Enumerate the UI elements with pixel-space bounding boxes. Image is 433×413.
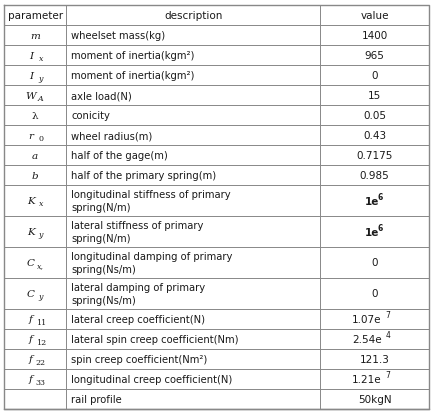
Text: 50kgN: 50kgN (358, 394, 391, 404)
Text: 7: 7 (386, 370, 391, 379)
Text: K: K (27, 228, 35, 236)
Text: longitudinal stiffness of primary
spring(N/m): longitudinal stiffness of primary spring… (71, 190, 231, 212)
Text: 33: 33 (36, 378, 46, 386)
Text: 1400: 1400 (362, 31, 388, 41)
Text: axle load(N): axle load(N) (71, 91, 132, 101)
Text: lateral spin creep coefficient(Nm): lateral spin creep coefficient(Nm) (71, 334, 239, 344)
Text: moment of inertia(kgm²): moment of inertia(kgm²) (71, 71, 194, 81)
Text: lateral damping of primary
spring(Ns/m): lateral damping of primary spring(Ns/m) (71, 282, 205, 305)
Text: moment of inertia(kgm²): moment of inertia(kgm²) (71, 51, 194, 61)
Text: 0.05: 0.05 (363, 111, 386, 121)
Text: 6: 6 (378, 223, 383, 232)
Text: conicity: conicity (71, 111, 110, 121)
Text: 121.3: 121.3 (360, 354, 390, 364)
Text: b: b (32, 171, 39, 180)
Text: 12: 12 (36, 338, 46, 346)
Text: 6: 6 (378, 192, 383, 202)
Text: 1.21e: 1.21e (352, 374, 382, 384)
Text: r: r (28, 131, 33, 140)
Text: wheel radius(m): wheel radius(m) (71, 131, 152, 141)
Text: lateral creep coefficient(N): lateral creep coefficient(N) (71, 314, 205, 324)
Text: y: y (39, 231, 43, 239)
Text: x: x (39, 200, 43, 208)
Text: longitudinal damping of primary
spring(Ns/m): longitudinal damping of primary spring(N… (71, 252, 233, 274)
Text: spin creep coefficient(Nm²): spin creep coefficient(Nm²) (71, 354, 207, 364)
Text: I: I (29, 52, 33, 61)
Text: wheelset mass(kg): wheelset mass(kg) (71, 31, 165, 41)
Text: 0: 0 (38, 135, 43, 142)
Text: f: f (29, 375, 33, 383)
Text: rail profile: rail profile (71, 394, 122, 404)
Text: C: C (27, 259, 35, 267)
Text: half of the gage(m): half of the gage(m) (71, 151, 168, 161)
Text: 0: 0 (372, 258, 378, 268)
Text: 1.07e: 1.07e (352, 314, 382, 324)
Text: m: m (30, 32, 40, 40)
Text: description: description (164, 11, 223, 21)
Text: 1e: 1e (364, 196, 379, 206)
Text: K: K (27, 197, 35, 206)
Text: λ: λ (32, 112, 39, 120)
Text: f: f (29, 335, 33, 344)
Text: 0.43: 0.43 (363, 131, 386, 141)
Text: y: y (39, 75, 43, 83)
Text: A: A (38, 95, 44, 103)
Text: C: C (27, 289, 35, 298)
Text: parameter: parameter (7, 11, 63, 21)
Text: value: value (360, 11, 389, 21)
Text: 15: 15 (368, 91, 381, 101)
Text: 11: 11 (36, 318, 46, 326)
Text: a: a (32, 151, 38, 160)
Text: 22: 22 (36, 358, 46, 366)
Text: f: f (29, 354, 33, 363)
Text: W: W (26, 91, 36, 100)
Text: longitudinal creep coefficient(N): longitudinal creep coefficient(N) (71, 374, 233, 384)
Text: y: y (39, 293, 43, 301)
Text: 7: 7 (386, 311, 391, 320)
Text: 0: 0 (372, 289, 378, 299)
Text: x,: x, (37, 262, 44, 270)
Text: 0.7175: 0.7175 (356, 151, 393, 161)
Text: 0.985: 0.985 (360, 171, 389, 180)
Text: 2.54e: 2.54e (352, 334, 382, 344)
Text: f: f (29, 315, 33, 324)
Text: lateral stiffness of primary
spring(N/m): lateral stiffness of primary spring(N/m) (71, 221, 204, 243)
Text: 0: 0 (372, 71, 378, 81)
Text: 4: 4 (386, 330, 391, 339)
Text: 1e: 1e (364, 227, 379, 237)
Text: x: x (39, 55, 43, 63)
Text: 965: 965 (365, 51, 385, 61)
Text: I: I (29, 71, 33, 81)
Text: half of the primary spring(m): half of the primary spring(m) (71, 171, 216, 180)
